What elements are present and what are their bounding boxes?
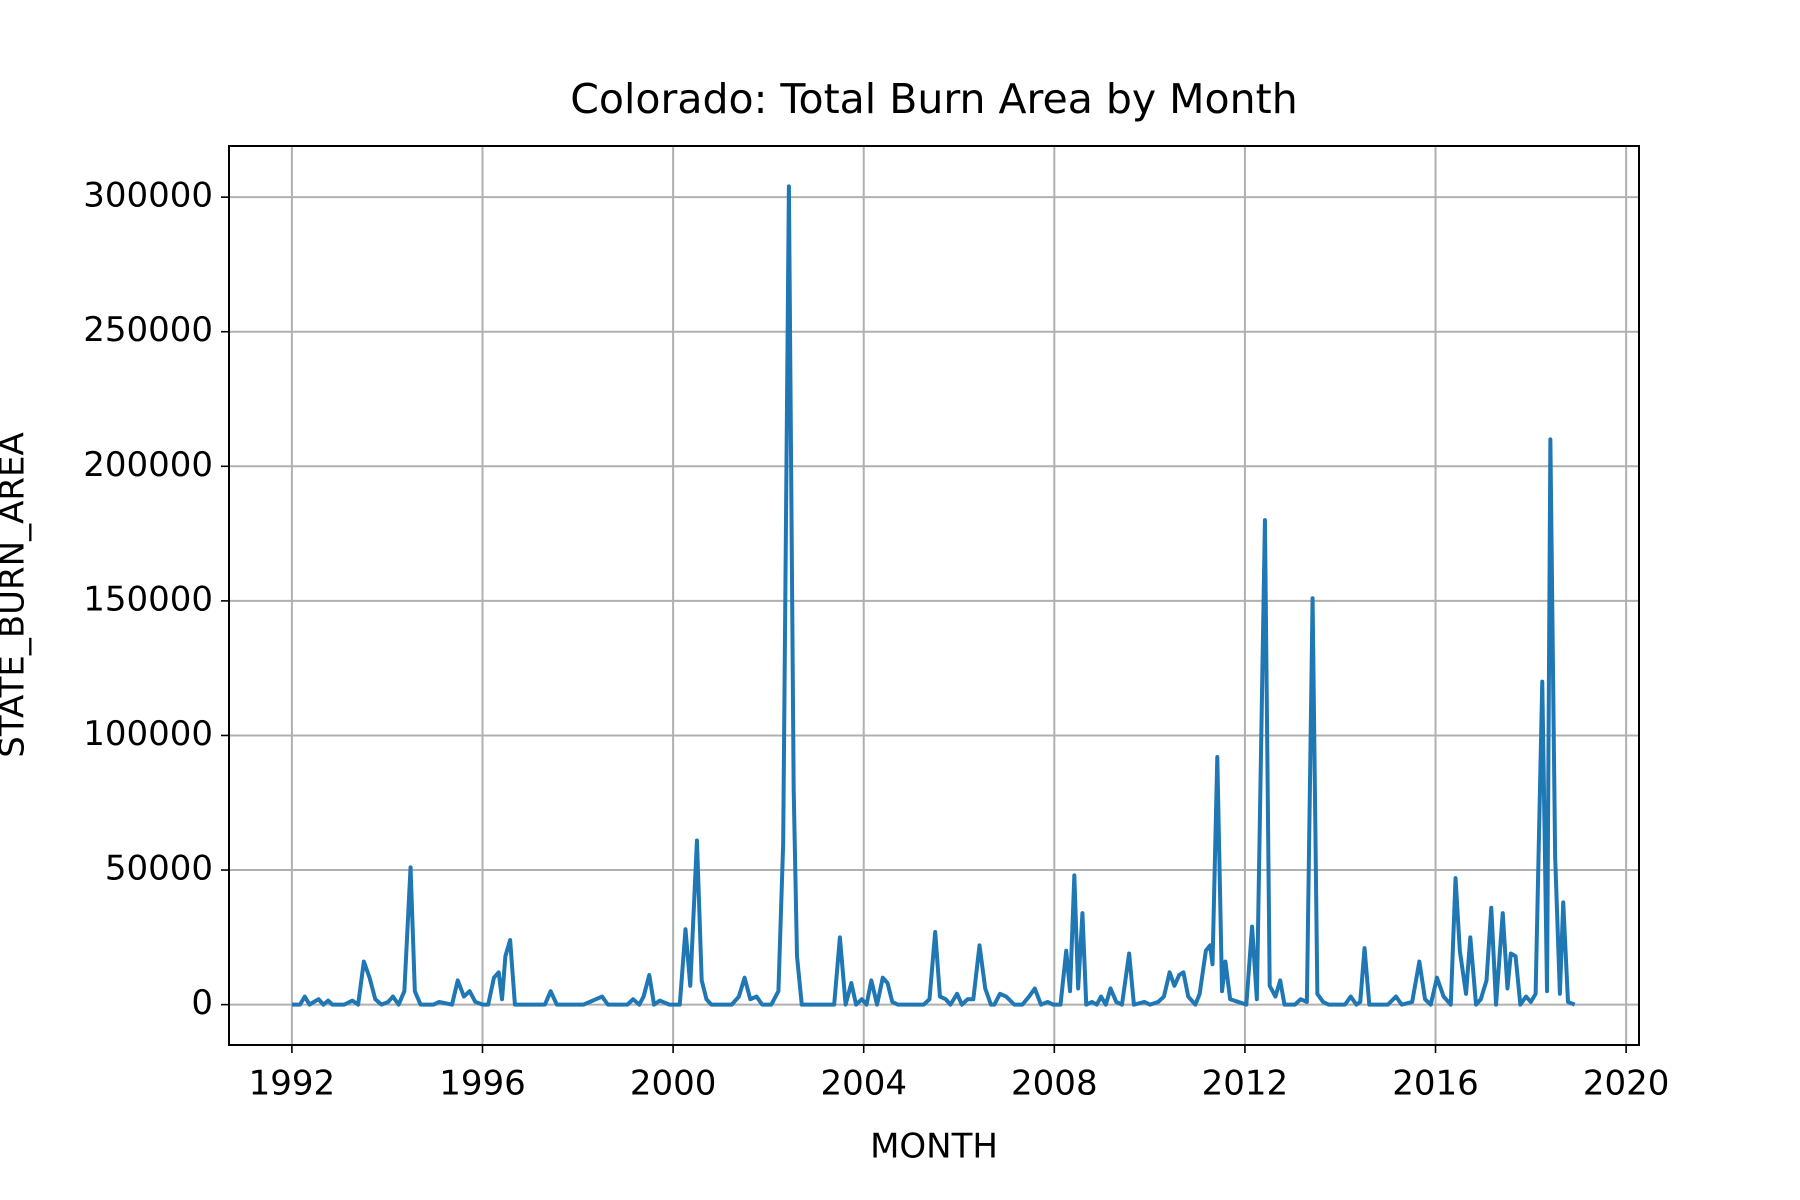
x-tick-label: 2008 [1011, 1064, 1098, 1104]
data-line [291, 184, 1576, 1007]
y-tick-label: 300000 [83, 176, 213, 216]
x-tick-label: 1992 [249, 1064, 336, 1104]
x-axis-label: MONTH [870, 1127, 998, 1167]
y-tick-label: 250000 [83, 310, 213, 350]
x-tick-label: 2020 [1583, 1064, 1670, 1104]
y-axis-label: STATE_BURN_AREA [0, 432, 33, 757]
y-tick-label: 200000 [83, 445, 213, 485]
x-tick-label: 2000 [630, 1064, 717, 1104]
y-tick-label: 50000 [105, 849, 213, 889]
x-tick-label: 2004 [820, 1064, 907, 1104]
x-tick-label: 1996 [439, 1064, 526, 1104]
plot-frame [228, 145, 1640, 1046]
x-tick-label: 2012 [1202, 1064, 1289, 1104]
y-tick-label: 100000 [83, 714, 213, 754]
y-tick-label: 150000 [83, 579, 213, 619]
chart-title: Colorado: Total Burn Area by Month [570, 75, 1297, 123]
y-tick-label: 0 [191, 983, 213, 1023]
x-tick-label: 2016 [1392, 1064, 1479, 1104]
